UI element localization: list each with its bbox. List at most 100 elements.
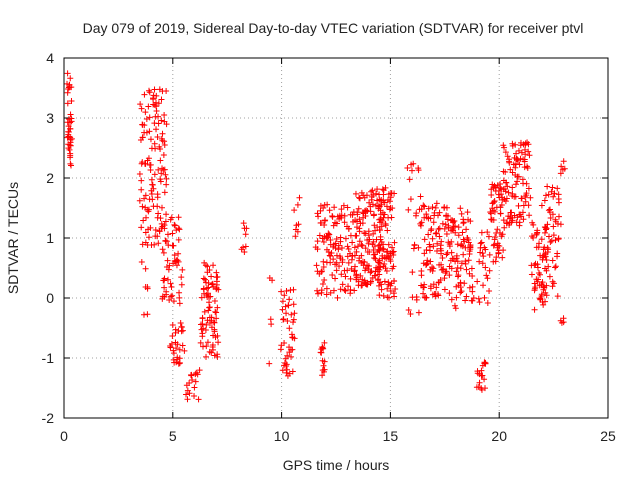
data-point: [163, 121, 170, 128]
data-point: [505, 189, 512, 196]
data-point: [383, 268, 390, 275]
data-point: [333, 267, 340, 274]
data-point: [429, 204, 436, 211]
y-axis-label: SDTVAR / TECUs: [5, 182, 21, 294]
data-point: [161, 112, 168, 119]
data-point: [179, 266, 186, 273]
data-point: [365, 228, 372, 235]
data-point: [67, 111, 74, 118]
data-point: [439, 254, 446, 261]
data-point: [465, 257, 472, 264]
data-point: [413, 210, 420, 217]
data-point: [355, 278, 362, 285]
data-point: [541, 197, 548, 204]
data-point: [314, 210, 321, 217]
data-point: [459, 243, 466, 250]
data-point: [421, 250, 428, 257]
data-point: [466, 284, 473, 291]
y-tick-label: -2: [42, 410, 55, 426]
data-point: [463, 293, 470, 300]
data-point: [541, 265, 548, 272]
data-point: [525, 148, 532, 155]
data-point: [530, 234, 537, 241]
data-point: [320, 345, 327, 352]
data-point: [369, 187, 376, 194]
data-point: [438, 238, 445, 245]
data-point: [551, 190, 558, 197]
data-point: [356, 194, 363, 201]
data-point: [213, 269, 220, 276]
data-point: [428, 226, 435, 233]
data-point: [163, 87, 170, 94]
data-point: [321, 358, 328, 365]
data-point: [67, 142, 74, 149]
data-point: [504, 183, 511, 190]
x-tick-label: 25: [600, 428, 616, 444]
data-point: [170, 242, 177, 249]
data-point: [344, 243, 351, 250]
data-point: [241, 248, 248, 255]
data-point: [202, 327, 209, 334]
data-point: [213, 309, 220, 316]
data-point: [519, 176, 526, 183]
data-point: [349, 239, 356, 246]
data-point: [205, 307, 212, 314]
data-point: [337, 234, 344, 241]
data-point: [362, 212, 369, 219]
data-point: [481, 294, 488, 301]
data-point: [438, 261, 445, 268]
data-point: [462, 258, 469, 265]
data-point: [340, 202, 347, 209]
data-point: [404, 164, 411, 171]
data-point: [176, 294, 183, 301]
data-point: [289, 346, 296, 353]
data-point: [158, 170, 165, 177]
data-point: [266, 360, 273, 367]
data-point: [458, 288, 465, 295]
data-point: [199, 343, 206, 350]
data-point: [67, 125, 74, 132]
data-point: [153, 107, 160, 114]
data-point: [517, 155, 524, 162]
data-point: [295, 221, 302, 228]
data-point: [179, 342, 186, 349]
data-point: [550, 280, 557, 287]
data-point: [391, 293, 398, 300]
data-point: [203, 285, 210, 292]
data-point: [378, 281, 385, 288]
data-point: [457, 205, 464, 212]
data-point: [332, 245, 339, 252]
data-point: [140, 311, 147, 318]
data-point: [147, 167, 154, 174]
data-point: [543, 256, 550, 263]
data-point: [170, 350, 177, 357]
data-point: [477, 240, 484, 247]
data-point: [356, 238, 363, 245]
data-point: [68, 135, 75, 142]
data-point: [521, 156, 528, 163]
data-point: [213, 278, 220, 285]
data-point: [423, 246, 430, 253]
data-point: [325, 249, 332, 256]
data-point: [193, 369, 200, 376]
data-point: [502, 198, 509, 205]
x-tick-label: 10: [274, 428, 290, 444]
data-point: [443, 251, 450, 258]
data-point: [538, 202, 545, 209]
data-point: [67, 150, 74, 157]
data-point: [429, 268, 436, 275]
data-point: [509, 140, 516, 147]
data-point: [501, 224, 508, 231]
data-point: [480, 253, 487, 260]
data-point: [280, 316, 287, 323]
data-point: [479, 260, 486, 267]
data-point: [525, 202, 532, 209]
data-point: [380, 246, 387, 253]
data-point: [389, 244, 396, 251]
data-point: [531, 287, 538, 294]
data-point: [318, 287, 325, 294]
data-point: [366, 236, 373, 243]
data-point: [531, 262, 538, 269]
data-point: [201, 308, 208, 315]
data-point: [67, 119, 74, 126]
